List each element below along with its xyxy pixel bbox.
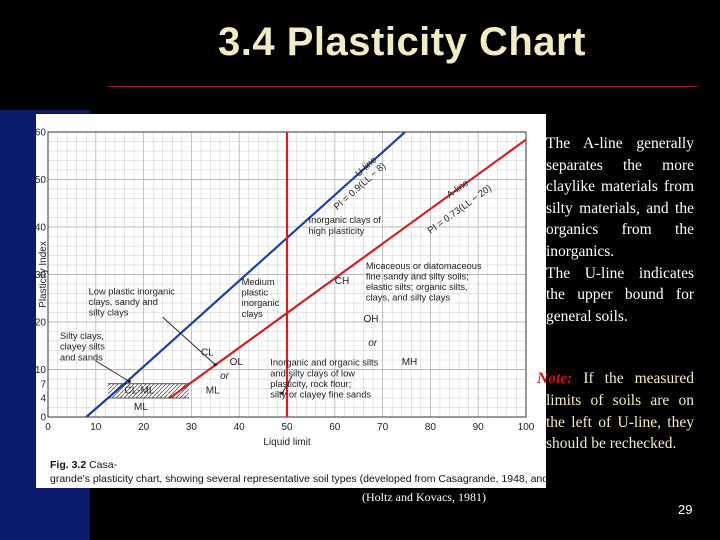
annotation-arrowhead	[213, 363, 217, 367]
x-tick-label: 50	[281, 422, 293, 433]
region-label: CL-ML	[124, 385, 154, 396]
chart-caption: Fig. 3.2 Casa-grande's plasticity chart,…	[50, 459, 546, 485]
x-axis-label: Liquid limit	[263, 437, 310, 448]
note-body: If the measured limits of soils are on t…	[546, 370, 694, 453]
x-tick-label: 0	[45, 422, 51, 433]
y-tick-label: 0	[40, 413, 46, 424]
x-tick-label: 100	[518, 422, 535, 433]
region-label: OH	[363, 314, 378, 325]
annotation-arrowhead	[280, 391, 284, 395]
y-tick-label: 30	[36, 270, 46, 281]
x-tick-label: 80	[425, 422, 437, 433]
y-tick-label: 40	[36, 223, 46, 234]
y-axis-label: Plasticity Index	[38, 241, 49, 308]
y-tick-label: 10	[36, 365, 46, 376]
chart-annotations: Inorganic clays of high plasticity Micaceo…	[60, 215, 482, 399]
annotation-text: Micaceous or diatomaceous fine sandy and …	[366, 261, 482, 303]
a-line-paragraph: The A-line generally separates the more …	[546, 135, 694, 260]
annotation-arrow	[162, 316, 216, 366]
region-label: ML	[134, 402, 148, 413]
annotation-arrowhead	[127, 379, 131, 383]
annotation-text: Inorganic and organic silts and silty cla…	[270, 358, 378, 400]
figure-caption: Fig. 3.2 Casa-	[50, 459, 118, 471]
y-tick-label: 7	[40, 379, 46, 390]
region-label: CH	[335, 276, 349, 287]
cl-ml-hatched-zone	[107, 383, 190, 398]
y-tick-label: 60	[36, 128, 46, 139]
title-underline	[108, 86, 698, 87]
y-tick-label: 20	[36, 318, 46, 329]
plasticity-chart-figure: 0 10 20 30 40 50 60 70 80 90 100 0 4 7 10 20 30 40 50 60 Liq…	[36, 114, 546, 488]
region-label: ML	[206, 385, 220, 396]
region-label: MH	[402, 357, 418, 368]
annotation-text: Medium plastic inorganic clays	[242, 277, 280, 319]
annotation-arrow	[95, 360, 130, 382]
x-tick-label: 90	[473, 422, 485, 433]
x-tick-label: 30	[186, 422, 198, 433]
annotation-text: Low plastic inorganic clays, sandy and sil…	[89, 286, 176, 317]
region-label: CL	[201, 347, 214, 358]
x-tick-label: 40	[234, 422, 246, 433]
y-tick-label: 4	[40, 394, 46, 405]
region-label: or	[368, 338, 378, 349]
region-label: OL	[230, 357, 244, 368]
x-tick-label: 70	[377, 422, 389, 433]
page-number: 29	[678, 502, 693, 517]
explanation-text: The A-line generally separates the more …	[546, 133, 694, 327]
figure-caption-line-2: grande's plasticity chart, showing sever…	[50, 473, 546, 485]
series-a-line	[169, 138, 527, 399]
region-label: or	[220, 371, 230, 382]
plasticity-chart: 0 10 20 30 40 50 60 70 80 90 100 0 4 7 10 20 30 40 50 60 Liq…	[36, 128, 546, 486]
x-tick-label: 10	[90, 422, 102, 433]
annotation-text: Silty clays, clayey silts and sands	[60, 331, 105, 362]
slide-title: 3.4 Plasticity Chart	[218, 20, 586, 64]
note-text: Note: If the measured limits of soils ar…	[537, 368, 694, 455]
x-tick-label: 20	[138, 422, 150, 433]
source-citation: (Holtz and Kovacs, 1981)	[362, 490, 486, 504]
x-tick-label: 60	[329, 422, 341, 433]
annotation-text: Inorganic clays of high plasticity	[309, 215, 382, 236]
y-tick-label: 50	[36, 175, 46, 186]
note-label: Note:	[537, 370, 573, 387]
annotation-arrow	[281, 376, 293, 394]
u-line-paragraph: The U-line indicates the upper bound for…	[546, 264, 694, 325]
chart-ticks: 0 10 20 30 40 50 60 70 80 90 100 0 4 7 10 20 30 40 50 60 Liq…	[36, 128, 535, 449]
